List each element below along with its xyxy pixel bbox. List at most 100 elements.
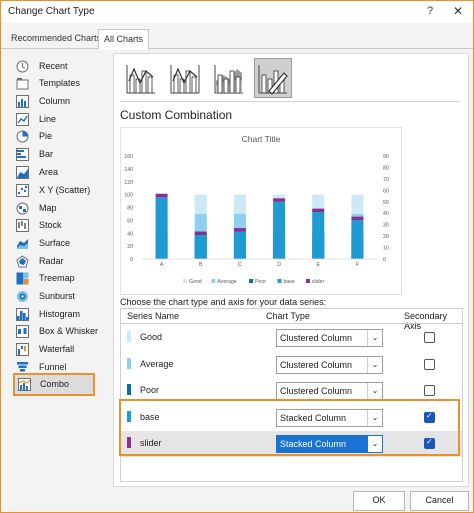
sidebar-item-line[interactable]: Line (13, 111, 107, 128)
chart-type-dropdown[interactable]: Clustered Column ⌄ (276, 355, 383, 374)
legend-swatch (211, 279, 216, 283)
sidebar-item-label: Box & Whisker (39, 326, 99, 336)
legend-entry: Good (189, 279, 202, 285)
sidebar-item-combo[interactable]: Combo (13, 373, 95, 396)
series-name: Poor (140, 385, 160, 395)
divider (120, 101, 460, 102)
close-button[interactable]: ✕ (453, 4, 464, 18)
sidebar-item-x-y-scatter[interactable]: X Y (Scatter) (13, 182, 107, 199)
header-secondary-axis: Secondary Axis (404, 311, 448, 331)
custom-combination-icon (258, 65, 288, 95)
folder-icon (16, 78, 29, 90)
sidebar-item-label: Line (39, 114, 57, 124)
secondary-axis-checkbox[interactable] (424, 437, 435, 449)
chevron-down-icon[interactable]: ⌄ (367, 383, 382, 399)
y-axis-tick-label: 120 (124, 180, 133, 186)
tab-all-charts[interactable]: All Charts (98, 29, 150, 50)
chevron-down-icon[interactable]: ⌄ (367, 436, 382, 452)
legend-swatch (249, 279, 254, 283)
series-color-swatch (127, 384, 131, 395)
clustered-column-line-icon (126, 65, 155, 94)
sidebar-item-label: Stock (39, 220, 62, 230)
chart-type-dropdown[interactable]: Stacked Column ⌄ (276, 408, 383, 427)
chart-type-value: Stacked Column (280, 412, 347, 423)
legend-entry: Average (217, 279, 236, 285)
sidebar-item-radar[interactable]: Radar (13, 253, 107, 270)
y2-axis-tick-label: 20 (383, 234, 389, 240)
series-row-poor: Poor Clustered Column ⌄ (121, 378, 462, 404)
sidebar-item-sunburst[interactable]: Sunburst (13, 288, 107, 305)
sidebar-item-label: Recent (39, 61, 68, 71)
sidebar-item-treemap[interactable]: Treemap (13, 270, 107, 287)
waterfall-chart-icon (16, 343, 29, 356)
sidebar-item-area[interactable]: Area (13, 164, 107, 181)
chevron-down-icon[interactable]: ⌄ (367, 356, 382, 373)
sidebar-item-label: Bar (39, 149, 54, 159)
secondary-axis-checkbox[interactable] (424, 358, 435, 370)
secondary-axis-checkbox[interactable] (424, 411, 435, 423)
surface-chart-icon (17, 239, 28, 249)
chevron-down-icon[interactable]: ⌄ (367, 409, 382, 426)
legend-swatch (305, 279, 310, 283)
help-button[interactable]: ? (427, 5, 434, 17)
tab-recommended-charts[interactable]: Recommended Charts (11, 33, 102, 43)
bar-base (273, 201, 286, 259)
series-name: Good (140, 332, 163, 342)
sidebar-item-map[interactable]: Map (13, 200, 107, 217)
clustered-column-line-secondary-button[interactable] (166, 58, 204, 98)
bar-slider (273, 198, 286, 202)
sidebar-item-histogram[interactable]: Histogram (13, 306, 107, 323)
sidebar-item-templates[interactable]: Templates (13, 75, 107, 92)
y2-axis-tick-label: 0 (383, 257, 386, 263)
sidebar-item-box-whisker[interactable]: Box & Whisker (13, 323, 107, 340)
y2-axis-tick-label: 90 (383, 154, 389, 160)
clustered-column-line-button[interactable] (122, 58, 160, 98)
y2-axis-tick-label: 30 (383, 223, 389, 229)
cancel-button[interactable]: Cancel (410, 491, 469, 511)
series-row-good: Good Clustered Column ⌄ (121, 325, 462, 351)
y-axis-tick-label: 0 (130, 257, 133, 263)
sidebar-item-stock[interactable]: Stock (13, 217, 107, 234)
bar-base (233, 231, 246, 259)
chart-type-dropdown[interactable]: Clustered Column ⌄ (276, 382, 383, 400)
series-color-swatch (127, 410, 131, 422)
dialog-title: Change Chart Type (8, 6, 95, 17)
y2-axis-tick-label: 10 (383, 246, 389, 252)
ok-button[interactable]: OK (353, 491, 405, 511)
y-axis-tick-label: 140 (124, 167, 133, 173)
bar-base (351, 220, 364, 259)
chart-type-dropdown[interactable]: Clustered Column ⌄ (276, 329, 383, 347)
sidebar-item-label: Column (39, 96, 71, 106)
series-table: Series Name Chart Type Secondary Axis Go… (120, 308, 463, 482)
custom-combination-button[interactable] (254, 58, 292, 98)
sidebar-item-funnel[interactable]: Funnel (13, 359, 107, 376)
x-axis-tick-label: A (160, 262, 164, 268)
sidebar-item-waterfall[interactable]: Waterfall (13, 341, 107, 358)
sidebar-item-column[interactable]: Column (13, 93, 107, 110)
column-chart-icon (16, 95, 29, 108)
scatter-chart-icon (16, 184, 29, 197)
subtype-heading: Custom Combination (120, 108, 233, 122)
chart-type-dropdown[interactable]: Stacked Column ⌄ (276, 435, 383, 453)
y-axis-tick-label: 160 (124, 154, 133, 160)
sidebar-item-label: Radar (39, 256, 64, 266)
sidebar-item-recent[interactable]: Recent (13, 58, 107, 75)
pie-chart-icon (16, 130, 29, 143)
chart-type-value: Clustered Column (280, 333, 353, 343)
histogram-chart-icon (16, 308, 29, 321)
map-chart-icon (16, 202, 29, 215)
sidebar-item-pie[interactable]: Pie (13, 128, 107, 145)
chart-title: Chart Title (242, 134, 281, 144)
sidebar-item-bar[interactable]: Bar (13, 146, 107, 163)
sidebar-item-surface[interactable]: Surface (13, 235, 107, 252)
chart-type-list: Recent Templates Column Line Pie Bar Area X Y (… (9, 53, 110, 483)
secondary-axis-checkbox[interactable] (424, 332, 435, 343)
tab-strip: Recommended Charts All Charts (1, 28, 473, 50)
chevron-down-icon[interactable]: ⌄ (367, 330, 382, 346)
y2-axis-tick-label: 50 (383, 200, 389, 206)
secondary-axis-checkbox[interactable] (424, 385, 435, 396)
sidebar-item-label: Sunburst (39, 291, 76, 301)
chart-type-value: Clustered Column (280, 386, 353, 396)
stacked-area-clustered-column-button[interactable] (210, 58, 248, 98)
sidebar-item-label: Treemap (39, 273, 75, 283)
